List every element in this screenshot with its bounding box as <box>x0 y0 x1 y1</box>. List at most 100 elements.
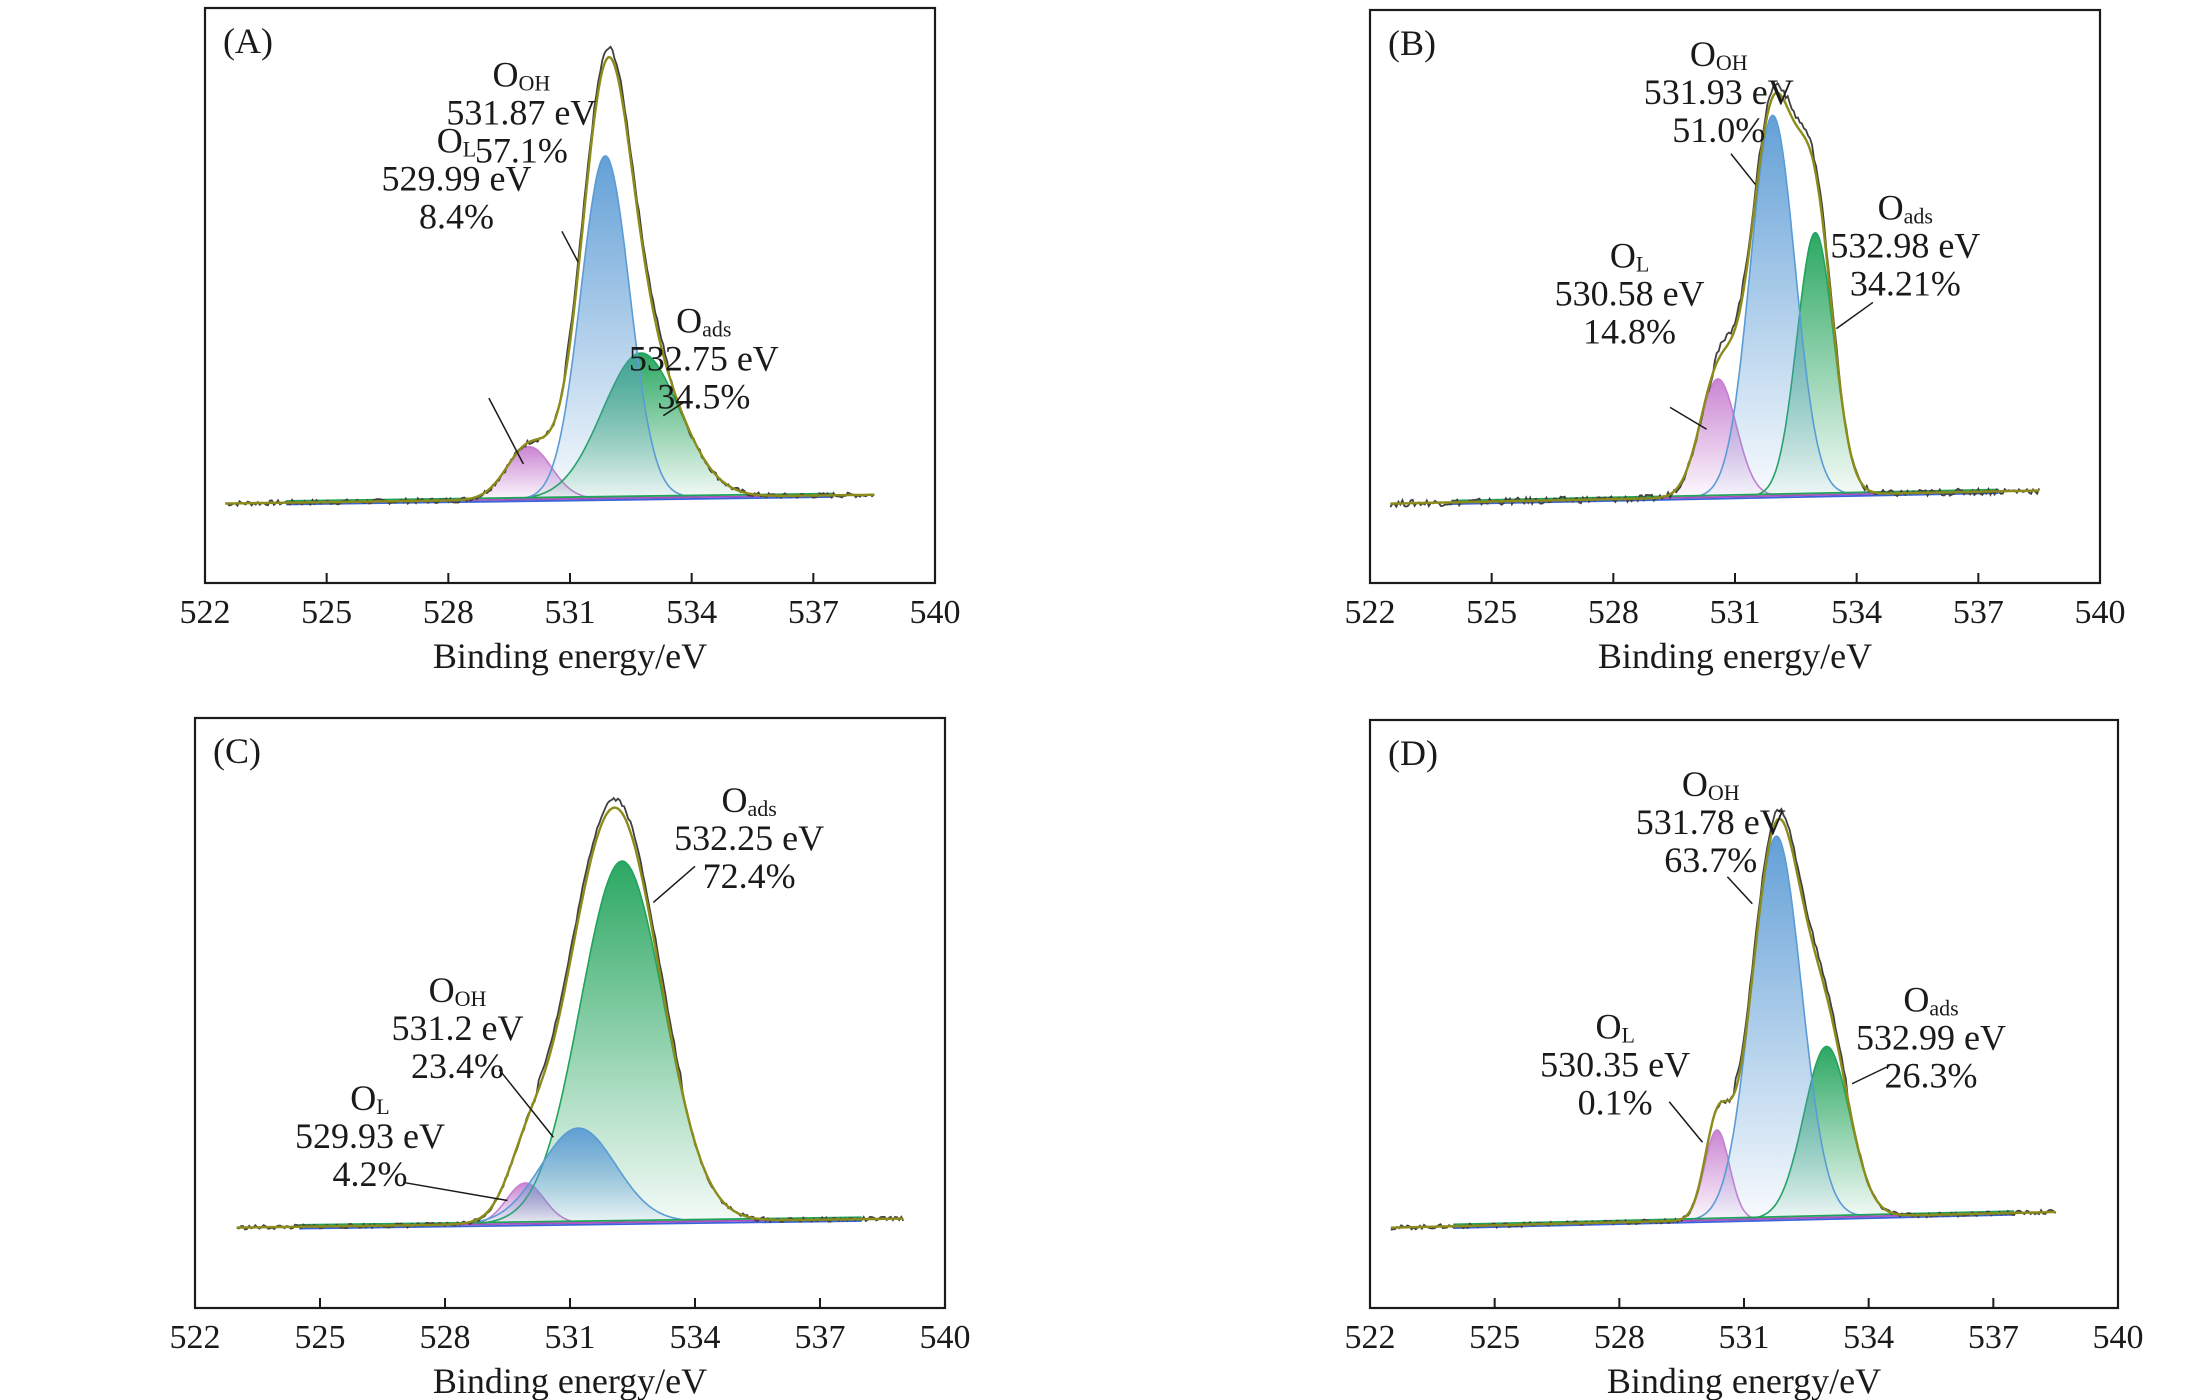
peak-fill-lat <box>1667 1130 1767 1222</box>
peak-binding-energy: 531.87 eV <box>446 92 596 132</box>
panel-label: (D) <box>1388 733 1438 773</box>
x-tick-label: 537 <box>795 1319 846 1356</box>
leader-line <box>1851 1065 1890 1085</box>
leader-line <box>488 397 525 465</box>
peak-name: Oads <box>1903 980 1958 1021</box>
peak-area-percent: 63.7% <box>1664 840 1757 880</box>
peak-area-percent: 23.4% <box>411 1046 504 1086</box>
peak-name: OOH <box>1682 764 1740 805</box>
peak-binding-energy: 529.99 eV <box>381 158 531 198</box>
x-axis-label: Binding energy/eV <box>433 636 707 676</box>
x-tick-label: 525 <box>1466 594 1517 631</box>
peak-line-oh <box>1683 114 1862 499</box>
x-tick-label: 528 <box>420 1319 471 1356</box>
leader-line <box>1668 1101 1704 1143</box>
x-tick-label: 531 <box>545 1319 596 1356</box>
peak-fill-oh <box>428 1128 729 1225</box>
peak-area-percent: 72.4% <box>703 856 796 896</box>
leader-line <box>1730 153 1756 185</box>
peak-name: Oads <box>676 300 731 341</box>
x-tick-label: 525 <box>301 594 352 631</box>
x-tick-label: 528 <box>423 594 474 631</box>
x-tick-label: 522 <box>170 1319 221 1356</box>
peak-binding-energy: 531.78 eV <box>1636 802 1786 842</box>
fitted-envelope-line <box>1390 91 2040 505</box>
panel-b: 522 525 528 531 534 537 540 Binding energy/eV (B… <box>1345 8 2126 676</box>
x-axis-label: Binding energy/eV <box>433 1361 707 1400</box>
leader-line <box>1835 301 1874 330</box>
peak-fill-oh <box>508 155 703 500</box>
peak-name: OOH <box>1690 34 1748 75</box>
panel-c: 522 525 528 531 534 537 540 Binding energy/eV (C… <box>170 716 971 1400</box>
peak-name: OL <box>350 1078 389 1119</box>
leader-line <box>561 230 579 263</box>
leader-line <box>403 1181 508 1202</box>
peak-binding-energy: 532.25 eV <box>674 818 824 858</box>
peak-line-oh <box>507 155 703 501</box>
peak-name: OOH <box>429 970 487 1011</box>
x-axis-label: Binding energy/eV <box>1598 636 1872 676</box>
x-tick-label: 537 <box>1968 1319 2019 1356</box>
x-tick-label: 528 <box>1594 1319 1645 1356</box>
x-tick-label: 525 <box>295 1319 346 1356</box>
peak-fill-ads <box>1735 1046 1919 1220</box>
peak-name: Oads <box>1878 187 1933 228</box>
peak-binding-energy: 531.93 eV <box>1644 72 1794 112</box>
peak-line-oh <box>1676 835 1877 1222</box>
peak-area-percent: 14.8% <box>1583 311 1676 351</box>
panel-a: 522 525 528 531 534 537 540 Binding energy/eV (A… <box>180 6 961 676</box>
fitted-envelope-line <box>225 55 875 505</box>
panel-label: (B) <box>1388 23 1436 63</box>
x-tick-label: 522 <box>1345 1319 1396 1356</box>
x-tick-label: 540 <box>910 594 961 631</box>
x-tick-label: 537 <box>1953 594 2004 631</box>
peak-fill-ads <box>1742 232 1889 497</box>
peak-binding-energy: 532.98 eV <box>1830 225 1980 265</box>
peak-area-percent: 0.1% <box>1578 1083 1653 1123</box>
peak-binding-energy: 530.58 eV <box>1555 273 1705 313</box>
baseline-blue <box>1451 492 1999 506</box>
panel-d: 522 525 528 531 534 537 540 Binding energy/eV (D… <box>1345 718 2144 1400</box>
baseline-blue <box>286 496 834 506</box>
peak-binding-energy: 530.35 eV <box>1540 1045 1690 1085</box>
peak-fill-lat <box>1645 378 1791 499</box>
x-tick-label: 528 <box>1588 594 1639 631</box>
peak-area-percent: 34.21% <box>1850 263 1961 303</box>
peak-name: Oads <box>722 780 777 821</box>
peak-area-percent: 4.2% <box>333 1154 408 1194</box>
peak-fill-oh <box>1676 836 1877 1221</box>
peak-binding-energy: 531.2 eV <box>392 1008 524 1048</box>
x-tick-label: 534 <box>670 1319 721 1356</box>
fitted-envelope-line <box>236 806 904 1229</box>
x-tick-label: 534 <box>666 594 717 631</box>
peak-name: OL <box>1610 235 1649 276</box>
peak-area-percent: 26.3% <box>1885 1056 1978 1096</box>
peak-binding-energy: 532.75 eV <box>629 338 779 378</box>
x-tick-label: 540 <box>2075 594 2126 631</box>
leader-line <box>652 865 696 904</box>
peak-area-percent: 8.4% <box>419 196 494 236</box>
x-tick-label: 522 <box>1345 594 1396 631</box>
panel-label: (C) <box>213 731 261 771</box>
baseline-green <box>1453 1210 2015 1226</box>
x-tick-label: 522 <box>180 594 231 631</box>
peak-area-percent: 57.1% <box>475 130 568 170</box>
peak-binding-energy: 532.99 eV <box>1856 1018 2006 1058</box>
x-axis-label: Binding energy/eV <box>1607 1361 1881 1400</box>
fitted-envelope-line <box>1390 817 2056 1229</box>
x-tick-label: 537 <box>788 594 839 631</box>
x-tick-label: 531 <box>545 594 596 631</box>
panel-label: (A) <box>223 21 273 61</box>
x-tick-label: 534 <box>1831 594 1882 631</box>
